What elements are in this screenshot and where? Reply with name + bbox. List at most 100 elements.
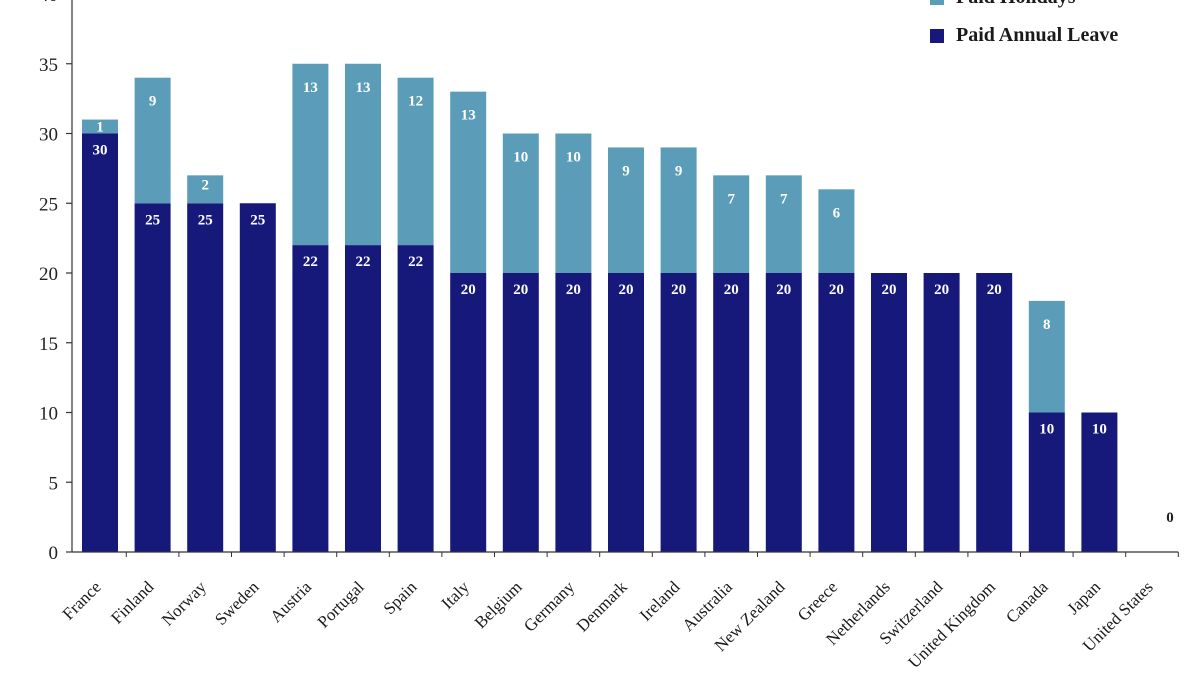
bar-annual-leave: [397, 245, 434, 552]
data-label-paid-holidays: 9: [675, 163, 683, 179]
bar-annual-leave: [660, 273, 697, 552]
x-category-label: Norway: [158, 577, 211, 630]
bar-annual-leave: [713, 273, 750, 552]
x-category-label: France: [59, 577, 105, 623]
x-category-label: Japan: [1063, 577, 1104, 618]
data-label-paid-holidays: 1: [96, 120, 104, 136]
bar-paid-holidays: [555, 133, 592, 273]
x-category-label: Ireland: [636, 577, 684, 625]
bar-annual-leave: [976, 273, 1013, 552]
data-label-annual-leave: 20: [882, 282, 897, 298]
bar-paid-holidays: [450, 91, 487, 274]
x-category-label: Belgium: [471, 577, 526, 632]
data-label-paid-holidays: 10: [566, 150, 581, 166]
bar-annual-leave: [608, 273, 644, 552]
annotation-label: 0: [1166, 510, 1174, 526]
data-label-annual-leave: 20: [461, 282, 476, 298]
x-category-label: Canada: [1002, 577, 1052, 627]
data-label-annual-leave: 20: [513, 282, 528, 298]
bar-paid-holidays: [502, 133, 539, 273]
data-label-annual-leave: 20: [619, 282, 634, 298]
data-label-paid-holidays: 9: [622, 163, 630, 179]
legend-swatch-holidays: [930, 0, 944, 5]
bar-annual-leave: [1081, 412, 1118, 552]
bar-annual-leave: [871, 273, 907, 552]
y-tick-label: 20: [39, 264, 58, 285]
bar-paid-holidays: [187, 175, 224, 204]
legend-swatch-annual-leave: [930, 28, 944, 43]
data-label-paid-holidays: 6: [833, 205, 841, 221]
y-tick-label: 40: [39, 0, 58, 6]
x-category-label: Denmark: [573, 577, 632, 636]
data-label-paid-holidays: 7: [727, 191, 735, 207]
bar-paid-holidays: [345, 63, 381, 246]
x-category-label: Italy: [438, 577, 474, 613]
y-tick-label: 5: [49, 473, 59, 494]
bar-paid-holidays: [818, 189, 855, 273]
bar-paid-holidays: [765, 175, 802, 273]
bar-paid-holidays: [134, 77, 171, 204]
data-label-annual-leave: 25: [250, 212, 265, 228]
legend-label-annual-leave: Paid Annual Leave: [956, 24, 1119, 46]
bar-annual-leave: [292, 245, 329, 552]
data-label-annual-leave: 22: [408, 254, 423, 270]
data-labels: 30 1 25 9 25 2 25 22 13 22 13 22 12 20 13 20 10 20 10 20 9 20…: [93, 80, 1174, 526]
bar-paid-holidays: [660, 147, 697, 273]
y-tick-label: 25: [39, 194, 58, 215]
data-label-annual-leave: 20: [934, 282, 949, 298]
bar-annual-leave: [818, 273, 855, 552]
bar-annual-leave: [765, 273, 802, 552]
data-label-annual-leave: 20: [566, 282, 581, 298]
data-label-annual-leave: 20: [671, 282, 686, 298]
data-label-annual-leave: 20: [776, 282, 791, 298]
x-category-label: Portugal: [314, 577, 368, 631]
bar-paid-holidays: [292, 63, 329, 246]
data-label-paid-holidays: 2: [201, 177, 209, 193]
x-category-label: Finland: [107, 577, 158, 628]
data-label-annual-leave: 25: [198, 212, 213, 228]
data-label-annual-leave: 30: [93, 143, 108, 159]
data-label-annual-leave: 20: [724, 282, 739, 298]
x-category-label: Spain: [380, 577, 421, 618]
bar-paid-holidays: [1028, 300, 1065, 413]
data-label-paid-holidays: 12: [408, 94, 423, 110]
bar-annual-leave: [239, 203, 276, 552]
bar-annual-leave: [345, 245, 381, 552]
bar-annual-leave: [502, 273, 539, 552]
bar-paid-holidays: [82, 119, 118, 134]
y-tick-label: 30: [39, 125, 58, 146]
bars: [82, 63, 1118, 552]
data-label-paid-holidays: 13: [356, 80, 371, 96]
y-tick-label: 35: [39, 55, 58, 76]
legend: Paid Holidays Paid Annual Leave: [930, 0, 1200, 60]
bar-annual-leave: [82, 133, 118, 552]
data-label-annual-leave: 25: [145, 212, 160, 228]
bar-paid-holidays: [713, 175, 750, 273]
x-category-label: Greece: [794, 577, 841, 624]
y-tick-label: 15: [39, 334, 58, 355]
bar-annual-leave: [187, 203, 224, 552]
data-label-annual-leave: 10: [1039, 422, 1054, 438]
x-category-label: Germany: [520, 577, 579, 636]
y-tick-label: 0: [49, 543, 59, 564]
data-label-annual-leave: 22: [356, 254, 371, 270]
data-label-annual-leave: 20: [829, 282, 844, 298]
y-tick-label: 10: [39, 404, 58, 425]
y-axis: 0 5 10 15 20 25 30 35 40: [39, 0, 73, 564]
bar-annual-leave: [555, 273, 592, 552]
legend-label-holidays: Paid Holidays: [956, 0, 1075, 9]
x-category-label: Austria: [266, 577, 315, 626]
data-label-paid-holidays: 10: [513, 150, 528, 166]
data-label-paid-holidays: 13: [461, 108, 476, 124]
data-label-annual-leave: 20: [987, 282, 1002, 298]
legend-item-annual-leave: Paid Annual Leave: [930, 24, 1118, 47]
bar-annual-leave: [923, 273, 960, 552]
x-category-label: Sweden: [211, 577, 263, 629]
legend-item-holidays: Paid Holidays: [930, 0, 1075, 9]
bar-annual-leave: [450, 273, 487, 552]
bar-paid-holidays: [608, 147, 644, 273]
data-label-annual-leave: 10: [1092, 422, 1107, 438]
data-label-paid-holidays: 13: [303, 80, 318, 96]
data-label-paid-holidays: 8: [1043, 317, 1051, 333]
